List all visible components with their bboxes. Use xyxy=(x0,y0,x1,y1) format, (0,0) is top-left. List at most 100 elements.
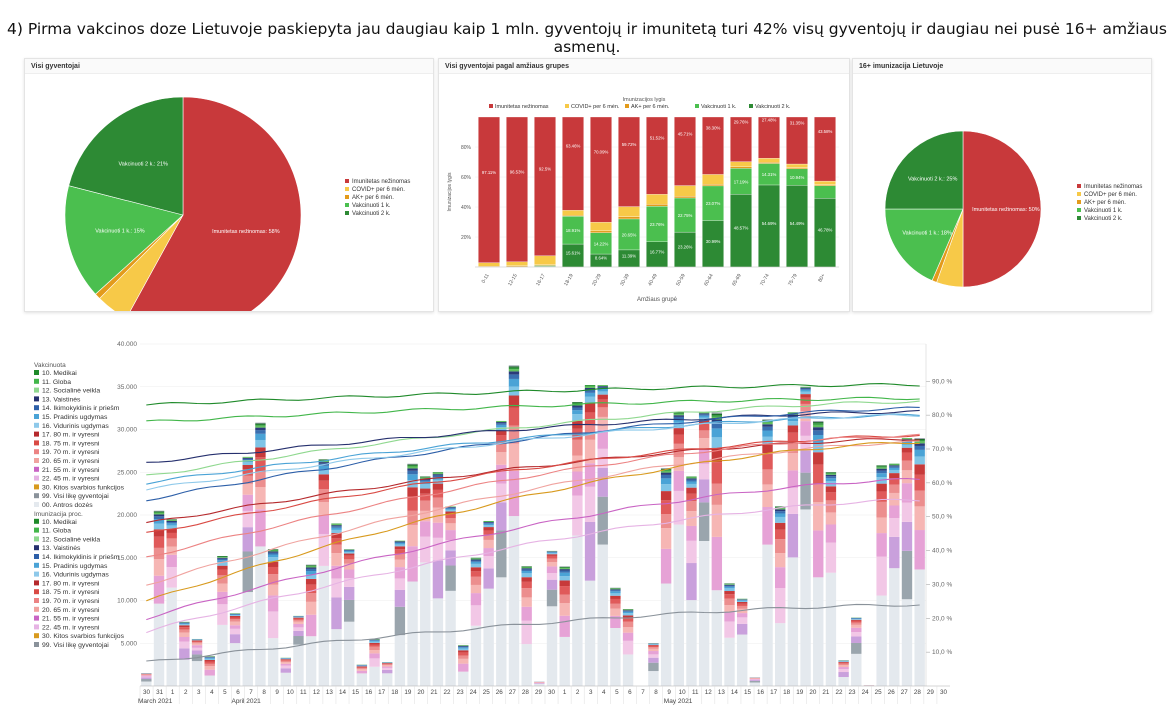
legend-swatch xyxy=(1077,208,1081,213)
legend-label: Vakcinuoti 1 k. xyxy=(352,203,391,209)
x-tick-label: 11 xyxy=(300,689,307,696)
bar-segment xyxy=(584,389,596,393)
y-tick-label: 40% xyxy=(461,205,472,211)
bar-data-label: 20.65% xyxy=(622,232,637,237)
legend-label: Vakcinuoti 1 k. xyxy=(1084,208,1123,214)
bar-segment xyxy=(622,640,634,655)
bar-segment xyxy=(660,478,672,485)
bar-segment xyxy=(546,558,558,562)
bar-segment xyxy=(597,385,608,387)
bar-segment xyxy=(343,559,355,564)
bar-segment xyxy=(445,514,456,519)
bar-segment xyxy=(191,640,203,643)
bar-segment xyxy=(610,598,621,604)
bar-segment xyxy=(217,557,228,559)
bar-segment xyxy=(141,675,152,677)
bar-segment-second-dose xyxy=(724,637,735,686)
bar-segment xyxy=(191,642,203,644)
bar-segment xyxy=(851,642,862,654)
bar-segment xyxy=(698,448,710,464)
bar-segment xyxy=(432,497,444,508)
x-tick-label: 8 xyxy=(262,689,266,696)
pie-slice xyxy=(884,208,964,281)
bar-segment xyxy=(293,636,304,645)
bar-segment xyxy=(825,486,837,493)
bar-segment xyxy=(382,665,393,667)
bar-segment xyxy=(698,412,710,414)
bar-segment xyxy=(648,644,659,646)
panel-title-16: 16+ imunizacija Lietuvoje xyxy=(859,63,944,70)
pie-chart-all: Imunitetas nežinomas: 58% Vakcinuoti 1 k.… xyxy=(64,96,302,311)
bar-segment xyxy=(166,567,177,588)
bar-segment xyxy=(622,615,634,619)
x-tick-label: 5 xyxy=(615,689,619,696)
bar-segment xyxy=(534,683,545,684)
bar-segment-second-dose xyxy=(496,577,507,686)
bar-data-label: 8.64% xyxy=(595,256,607,261)
bar-segment xyxy=(318,465,330,470)
x-tick-label: 9 xyxy=(275,689,279,696)
x-tick-label: 15 xyxy=(352,689,360,696)
legend-item: Imunitetas nežinomas xyxy=(345,179,410,185)
bar-segment xyxy=(394,606,406,636)
bar-segment xyxy=(787,513,799,558)
x-tick-label: 6 xyxy=(628,689,632,696)
legend-swatch xyxy=(34,405,39,411)
bar-segment xyxy=(800,391,811,395)
legend-label: 99. Visi likę gyventojai xyxy=(42,642,109,649)
legend-title: Imunizacijos lygis xyxy=(623,97,666,103)
x-tick-label: 30 xyxy=(143,689,151,696)
bar-segment xyxy=(622,621,634,628)
legend-swatch xyxy=(34,370,39,375)
x-tick-label: 12-15 xyxy=(507,273,519,287)
bar-segment xyxy=(293,621,304,624)
bar-segment xyxy=(229,628,241,635)
pie-slice xyxy=(884,130,964,210)
bar-segment xyxy=(673,457,684,471)
bar-segment-second-dose xyxy=(736,634,748,686)
bar-segment xyxy=(648,654,659,658)
bar-segment xyxy=(736,599,748,601)
legend-label: 99. Visi likę gyventojai xyxy=(42,493,109,500)
bar-segment xyxy=(394,546,406,550)
bar-segment xyxy=(255,423,266,425)
bar-segment-second-dose xyxy=(229,643,241,686)
bar-segment-second-dose xyxy=(470,625,482,686)
bar-segment xyxy=(267,550,279,552)
bar-segment xyxy=(559,580,570,587)
y-tick-label: 20.000 xyxy=(117,512,137,519)
bar-segment xyxy=(851,619,862,620)
bar-segment xyxy=(584,439,596,464)
bar-segment xyxy=(394,543,406,545)
bar-segment xyxy=(445,509,456,512)
bar-segment xyxy=(702,116,724,175)
bar-segment xyxy=(496,452,507,465)
legend-swatch xyxy=(489,104,493,108)
bar-segment xyxy=(800,388,811,390)
bar-segment xyxy=(407,465,418,467)
bar-segment xyxy=(508,367,520,370)
bar-segment-second-dose xyxy=(141,681,152,686)
bar-segment xyxy=(343,586,355,600)
immunization-line xyxy=(146,434,920,533)
bar-segment xyxy=(648,662,659,672)
x-tick-label: 22 xyxy=(835,689,843,696)
x-tick-label: 80+ xyxy=(817,273,826,283)
immunization-line xyxy=(146,477,920,621)
bar-segment xyxy=(179,622,190,624)
x-tick-label: 23 xyxy=(457,689,465,696)
bar-segment xyxy=(724,584,735,586)
bar-segment xyxy=(787,412,799,414)
bar-segment xyxy=(660,514,672,529)
bar-segment xyxy=(901,444,913,448)
bar-segment xyxy=(889,536,900,569)
bar-segment xyxy=(242,464,253,470)
bar-segment xyxy=(305,614,317,637)
legend-swatch xyxy=(34,536,39,542)
bar-segment xyxy=(825,524,837,543)
bar-segment xyxy=(179,629,190,633)
pie-slice-label: Vakcinuoti 1 k.: 18% xyxy=(902,231,952,237)
bar-segment xyxy=(343,553,355,556)
bar-segment xyxy=(242,551,253,593)
bar-segment xyxy=(229,615,241,617)
